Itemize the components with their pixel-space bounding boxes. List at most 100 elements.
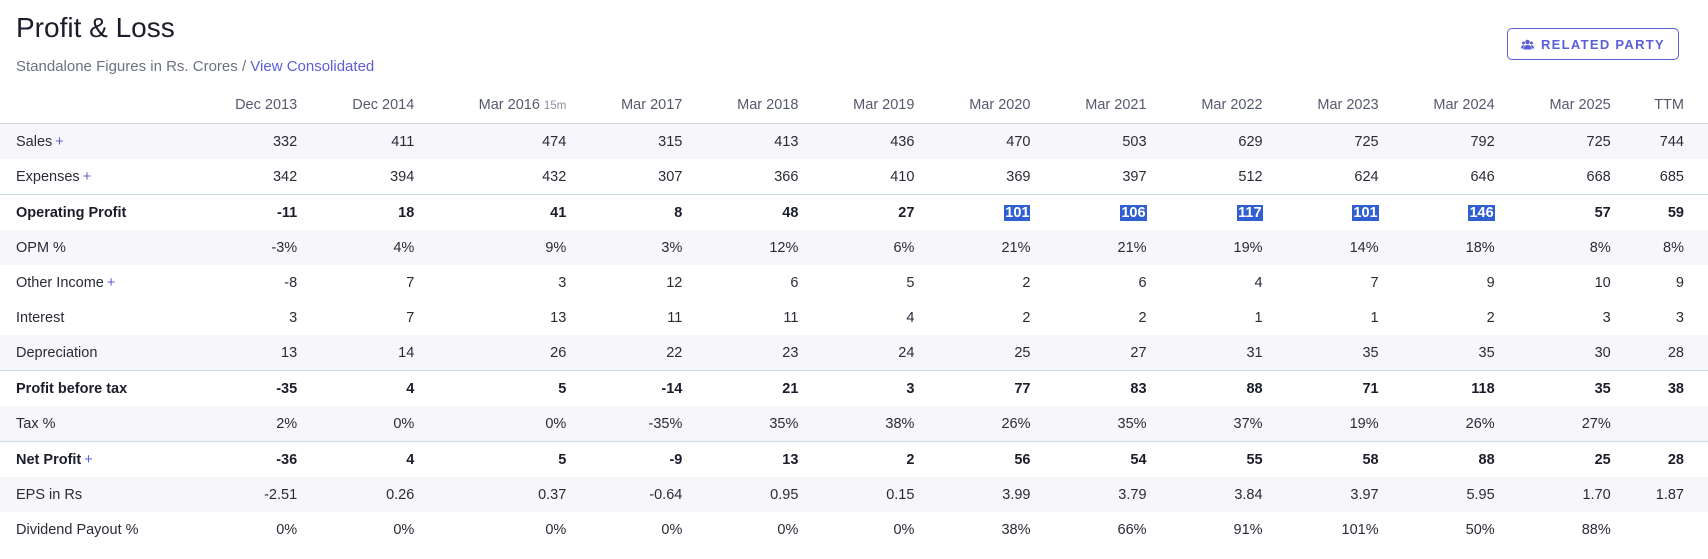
column-header: Mar 2024: [1402, 87, 1519, 124]
expand-plus-icon[interactable]: +: [106, 274, 116, 291]
cell-value: 35: [1594, 380, 1611, 397]
table-cell: 3.99: [938, 477, 1055, 512]
expand-plus-icon[interactable]: +: [82, 168, 92, 185]
row-label[interactable]: Net Profit +: [0, 441, 204, 477]
table-cell: 3: [438, 265, 590, 300]
row-label-text: OPM %: [16, 239, 66, 256]
table-row: Net Profit + -36 4 5 -9 13 2 56 54 55 58 88 25 28: [0, 441, 1708, 477]
table-cell: 26%: [938, 406, 1055, 442]
table-cell: 0.95: [706, 477, 823, 512]
table-cell: 11: [706, 300, 822, 335]
cell-value: 26%: [1001, 415, 1031, 432]
table-cell: 117: [1170, 194, 1287, 230]
cell-value: 8: [674, 204, 683, 221]
cell-value: 13: [281, 344, 298, 361]
table-cell: 0%: [438, 512, 590, 547]
expand-plus-icon[interactable]: +: [84, 451, 93, 468]
cell-value: 3: [289, 309, 298, 326]
table-cell: 146: [1402, 194, 1519, 230]
row-label[interactable]: Sales +: [0, 123, 204, 159]
column-header-label: Mar 2024: [1433, 97, 1495, 113]
table-cell: 91%: [1171, 512, 1287, 547]
cell-value: 4: [1254, 274, 1263, 291]
row-label-text: Other Income: [16, 274, 104, 291]
cell-value: 38: [1667, 380, 1684, 397]
table-cell: 629: [1170, 123, 1287, 159]
table-cell: 12: [590, 265, 706, 300]
table-cell: 624: [1287, 159, 1403, 195]
column-header: Mar 2019: [822, 87, 939, 124]
table-cell: 410: [822, 159, 938, 195]
cell-value: 66%: [1117, 521, 1147, 538]
table-cell: 0.26: [321, 477, 439, 512]
cell-value: 91%: [1233, 521, 1263, 538]
table-cell: 26: [438, 335, 591, 371]
column-header-label: TTM: [1654, 97, 1684, 113]
cell-value: 366: [774, 168, 799, 185]
column-header: Mar 2018: [706, 87, 823, 124]
cell-value: 0%: [393, 415, 415, 432]
cell-value: 474: [542, 133, 567, 150]
table-cell: 88: [1170, 370, 1287, 406]
table-cell: 4: [321, 441, 439, 477]
table-cell: 5: [438, 441, 591, 477]
page-header: Profit & Loss Standalone Figures in Rs. …: [16, 8, 374, 75]
cell-value: 5.95: [1466, 486, 1495, 503]
cell-value: 3.99: [1002, 486, 1031, 503]
cell-value: 307: [658, 168, 683, 185]
cell-value: 394: [390, 168, 415, 185]
table-cell: 28: [1634, 441, 1708, 477]
table-cell: 11: [590, 300, 706, 335]
column-header: Mar 2020: [938, 87, 1055, 124]
column-header-label: Mar 2025: [1549, 97, 1611, 113]
cell-value: 101: [1352, 204, 1379, 221]
table-cell: 21%: [938, 230, 1055, 265]
view-consolidated-link[interactable]: View Consolidated: [250, 58, 375, 75]
table-cell: 27: [1054, 335, 1171, 371]
cell-value: 2: [1486, 309, 1495, 326]
table-cell: 77: [938, 370, 1055, 406]
table-cell: 2: [938, 300, 1054, 335]
row-label[interactable]: Expenses +: [0, 159, 204, 195]
cell-value: 5: [558, 380, 567, 397]
table-cell: 6%: [822, 230, 939, 265]
table-cell: 5.95: [1402, 477, 1519, 512]
cell-value: 38%: [1001, 521, 1031, 538]
cell-value: 35: [1362, 344, 1379, 361]
table-cell: 6: [706, 265, 822, 300]
table-cell: 101%: [1287, 512, 1403, 547]
table-cell: 10: [1519, 265, 1635, 300]
label-column-header: [0, 87, 204, 124]
cell-value: 7: [406, 274, 415, 291]
column-header: Mar 2025: [1518, 87, 1635, 124]
table-cell: 8%: [1634, 230, 1708, 265]
table-cell: 668: [1519, 159, 1635, 195]
cell-value: 792: [1470, 133, 1495, 150]
expand-plus-icon[interactable]: +: [55, 133, 64, 150]
cell-value: 54: [1130, 451, 1147, 468]
table-row: Expenses +342 394 432 307 366 410 369 397 512 624 6…: [0, 159, 1708, 195]
cell-value: 31: [1246, 344, 1263, 361]
table-cell: 2%: [204, 406, 322, 442]
cell-value: 14%: [1349, 239, 1379, 256]
column-header: Mar 2021: [1054, 87, 1171, 124]
table-cell: 23: [706, 335, 823, 371]
cell-value: 11: [783, 309, 799, 326]
related-party-button[interactable]: RELATED PARTY: [1507, 28, 1679, 60]
table-cell: 38%: [822, 406, 939, 442]
table-cell: 88: [1402, 441, 1519, 477]
column-header: Dec 2014: [321, 87, 439, 124]
table-cell: 83: [1054, 370, 1171, 406]
cell-value: 18: [398, 204, 415, 221]
cell-value: 0.37: [538, 486, 567, 503]
column-header-label: Mar 2016: [478, 97, 540, 113]
related-party-label: RELATED PARTY: [1540, 36, 1666, 52]
table-cell: 35%: [1054, 406, 1171, 442]
cell-value: 3.97: [1350, 486, 1379, 503]
cell-value: 88: [1478, 451, 1495, 468]
cell-value: 26: [550, 344, 567, 361]
cell-value: 0%: [777, 521, 799, 538]
cell-value: -14: [661, 380, 683, 397]
row-label[interactable]: Other Income +: [0, 265, 204, 300]
table-cell: -14: [590, 370, 707, 406]
